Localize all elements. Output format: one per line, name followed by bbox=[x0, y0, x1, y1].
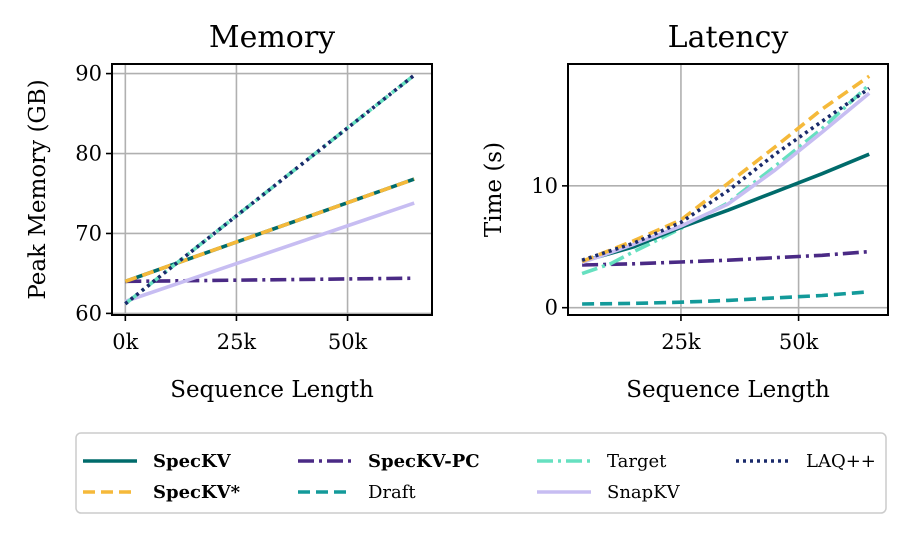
memory-chart: 0k 25k 50k 60 70 80 90 Memory Sequence Length Pea… bbox=[25, 20, 433, 403]
legend-label-draft: Draft bbox=[368, 482, 416, 503]
latency-xlabel: Sequence Length bbox=[626, 377, 830, 403]
latency-series-target bbox=[581, 83, 871, 276]
legend-item-laq-: LAQ++ bbox=[736, 451, 876, 472]
memory-xtick-label-2: 50k bbox=[328, 330, 368, 354]
latency-axes-frame bbox=[567, 63, 889, 316]
latency-title: Latency bbox=[668, 20, 789, 55]
memory-xlabel: Sequence Length bbox=[170, 377, 374, 403]
latency-chart: 25k 50k 0 10 Latency Sequence Length Time (s) bbox=[481, 20, 889, 403]
memory-ytick-label-1: 70 bbox=[75, 221, 102, 245]
legend-item-target: Target bbox=[537, 451, 667, 472]
legend: SpecKV SpecKV* SpecKV-PC Draft Target SnapKV L… bbox=[75, 432, 887, 514]
memory-ytick-label-0: 60 bbox=[75, 301, 102, 325]
memory-xtick-label-0: 0k bbox=[112, 330, 138, 354]
legend-label-laq-: LAQ++ bbox=[806, 451, 876, 472]
memory-series-speckv- bbox=[124, 177, 415, 284]
legend-item-snapkv: SnapKV bbox=[537, 482, 681, 503]
legend-label-speckv: SpecKV bbox=[153, 451, 232, 472]
legend-label-target: Target bbox=[607, 451, 667, 472]
memory-series-laq- bbox=[124, 73, 416, 306]
latency-series-speckv- bbox=[581, 74, 871, 264]
latency-series-draft bbox=[582, 290, 870, 306]
legend-item-speckv-pc: SpecKV-PC bbox=[298, 451, 480, 472]
legend-item-draft: Draft bbox=[298, 482, 416, 503]
memory-title: Memory bbox=[209, 20, 335, 55]
legend-label-speckv-: SpecKV* bbox=[153, 482, 241, 503]
latency-xtick-label-0: 25k bbox=[661, 330, 701, 354]
latency-ytick-label-1: 10 bbox=[531, 174, 558, 198]
legend-item-speckv: SpecKV bbox=[83, 451, 232, 472]
latency-ytick-label-0: 0 bbox=[545, 296, 558, 320]
legend-label-speckv-pc: SpecKV-PC bbox=[368, 451, 480, 472]
latency-series-snapkv bbox=[581, 91, 871, 265]
latency-series-speckv bbox=[581, 152, 870, 264]
memory-xtick-label-1: 25k bbox=[217, 330, 257, 354]
memory-ylabel: Peak Memory (GB) bbox=[25, 79, 51, 299]
memory-series-snapkv bbox=[124, 201, 415, 304]
memory-ytick-label-3: 90 bbox=[75, 62, 102, 86]
memory-axes-frame bbox=[111, 63, 433, 316]
legend-item-speckv-: SpecKV* bbox=[83, 482, 241, 503]
memory-ytick-label-2: 80 bbox=[75, 142, 102, 166]
latency-series-laq- bbox=[581, 86, 871, 262]
latency-xtick-label-1: 50k bbox=[779, 330, 819, 354]
legend-box bbox=[75, 432, 887, 514]
latency-series-speckv-pc bbox=[582, 249, 870, 267]
latency-ylabel: Time (s) bbox=[481, 142, 507, 237]
memory-series-speckv-pc bbox=[125, 276, 415, 284]
legend-label-snapkv: SnapKV bbox=[607, 482, 681, 503]
